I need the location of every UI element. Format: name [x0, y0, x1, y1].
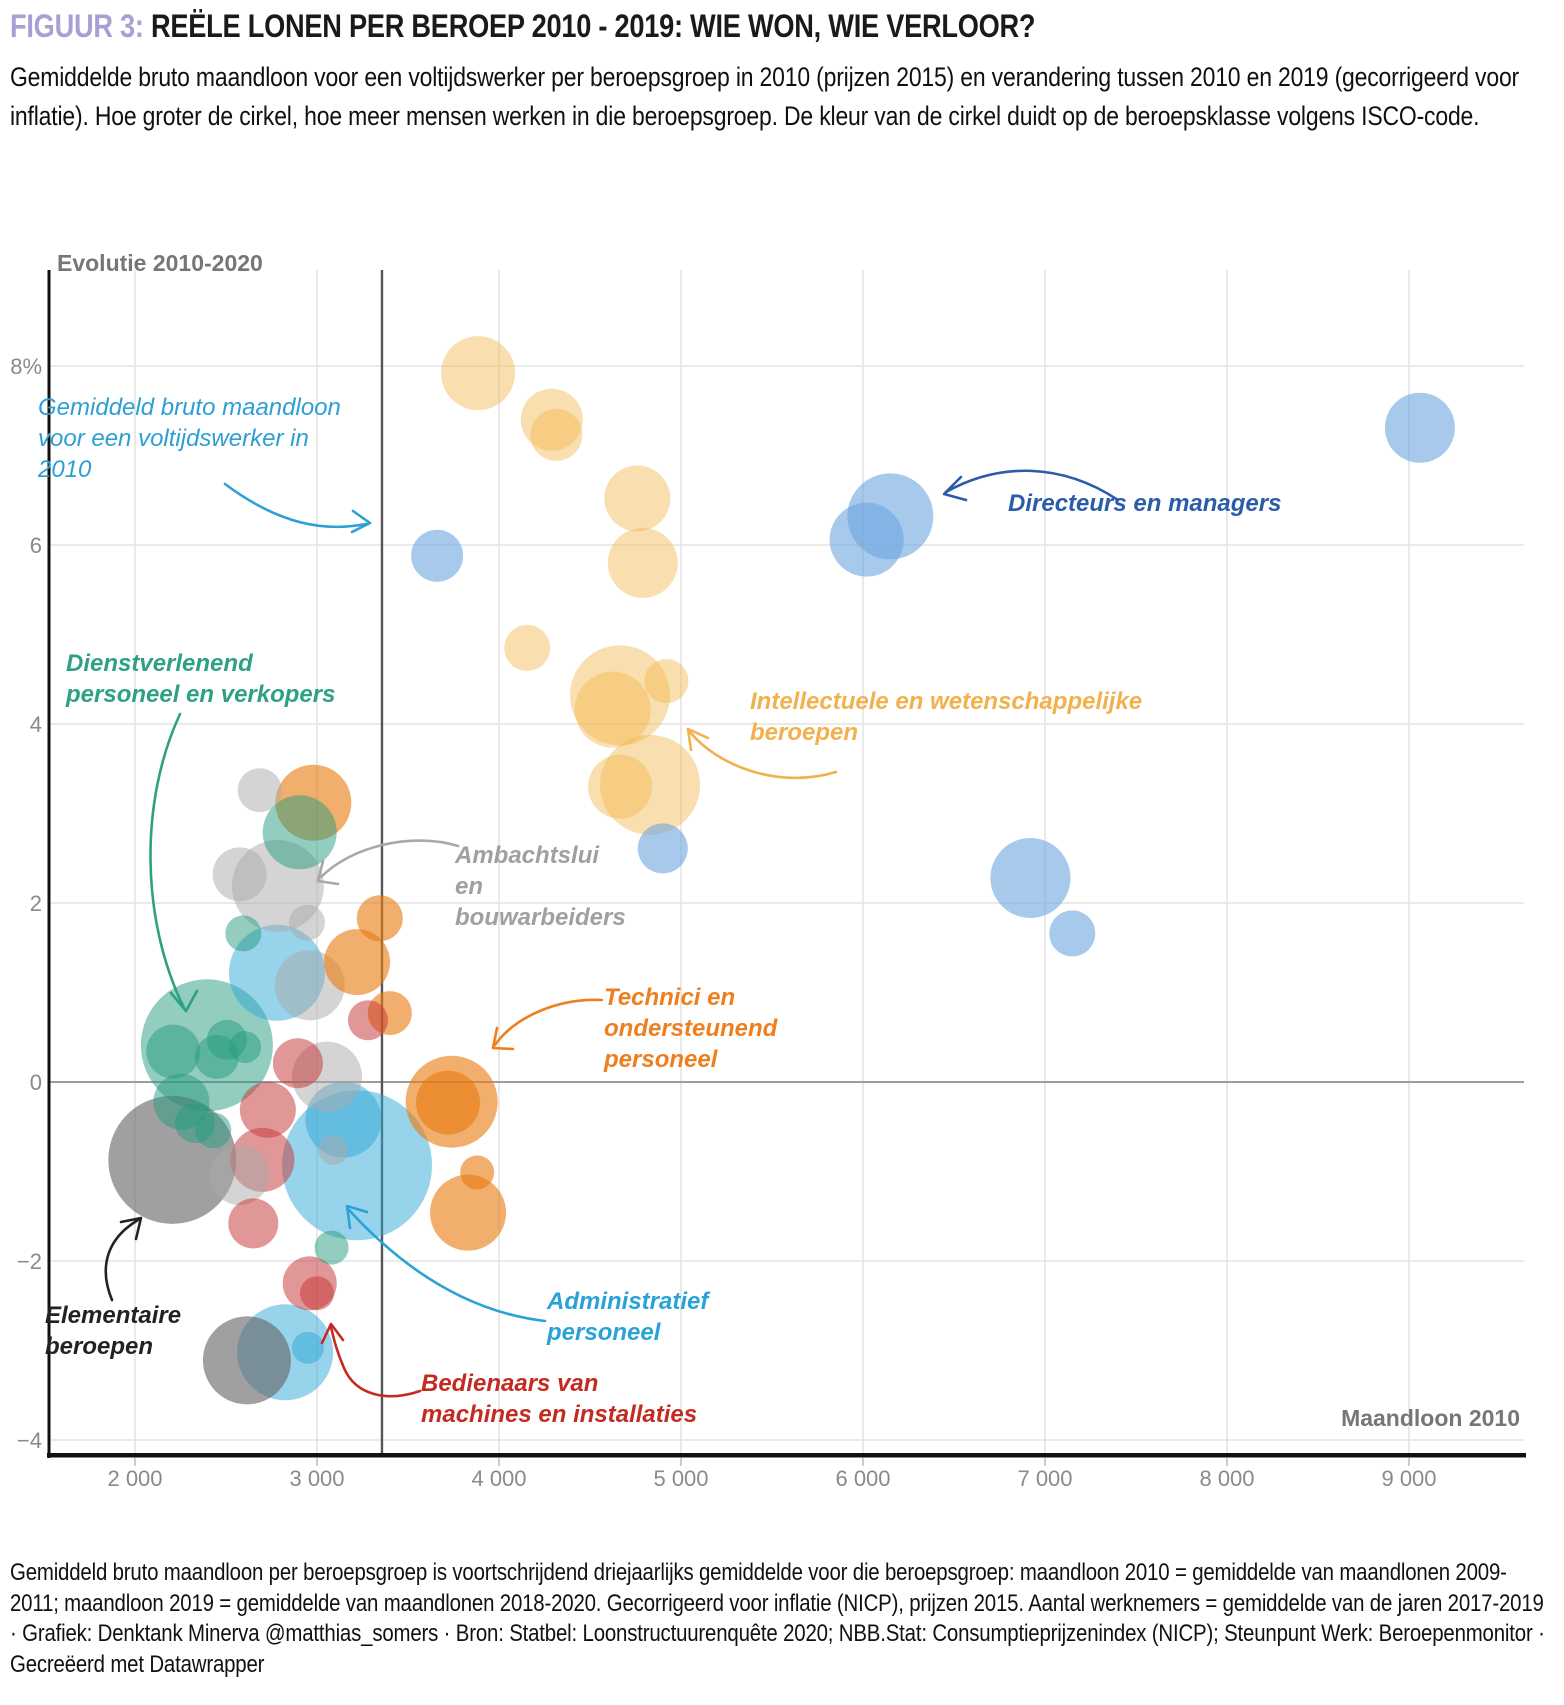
bubble-intellectuele-en-wetenschappelijke-beroepen[interactable]: [520, 388, 583, 451]
bubble-intellectuele-en-wetenschappelijke-beroepen[interactable]: [530, 408, 583, 461]
bubble-bedienaars-van-machines-en-installaties[interactable]: [239, 1081, 296, 1138]
x-tick-label: 9 000: [1381, 1466, 1437, 1491]
bedienaars-arrow: [329, 1325, 422, 1398]
ambachtslui-label: Ambachtslui en bouwarbeiders: [455, 842, 626, 931]
bubble-ambachtslui-en-bouwarbeiders[interactable]: [318, 1135, 349, 1166]
ambachtslui-arrow: [319, 839, 460, 879]
bubble-intellectuele-en-wetenschappelijke-beroepen[interactable]: [607, 527, 678, 598]
bubble-bedienaars-van-machines-en-installaties[interactable]: [228, 1198, 279, 1249]
bubble-intellectuele-en-wetenschappelijke-beroepen[interactable]: [588, 754, 653, 819]
bubble-dienstverlenend-personeel-en-verkopers[interactable]: [225, 915, 262, 952]
y-tick-label: 4: [29, 712, 42, 737]
bubble-directeurs-en-managers[interactable]: [1049, 910, 1096, 957]
bubble-ambachtslui-en-bouwarbeiders[interactable]: [237, 768, 282, 813]
x-tick-label: 6 000: [835, 1466, 891, 1491]
bubble-directeurs-en-managers[interactable]: [1384, 392, 1455, 463]
bubble-technici-en-ondersteunend-personeel[interactable]: [416, 1070, 481, 1135]
x-tick-label: 7 000: [1017, 1466, 1073, 1491]
dienstverlenend-label: Dienstverlenend personeel en verkopers: [66, 650, 336, 708]
x-tick-label: 2 000: [107, 1466, 163, 1491]
bubble-directeurs-en-managers[interactable]: [829, 502, 904, 577]
bubble-intellectuele-en-wetenschappelijke-beroepen[interactable]: [504, 624, 551, 671]
dienstverlenend-arrow-head: [169, 989, 199, 1013]
figure-subtitle: Gemiddelde bruto maandloon voor een volt…: [10, 62, 1520, 131]
bubble-ambachtslui-en-bouwarbeiders[interactable]: [288, 904, 325, 941]
avg-wage-arrow: [223, 482, 368, 529]
administratief-label: Administratief personeel: [547, 1288, 709, 1346]
elementaire-arrow: [104, 1218, 140, 1302]
bubble-directeurs-en-managers[interactable]: [990, 837, 1071, 918]
bubble-intellectuele-en-wetenschappelijke-beroepen[interactable]: [574, 671, 651, 748]
elementaire-label: Elementaire beroepen: [45, 1302, 182, 1360]
administratief-arrow-head: [345, 1204, 369, 1230]
figure-title-text: REËLE LONEN PER BEROEP 2010 - 2019: WIE …: [143, 8, 1036, 44]
y-tick-label: 8%: [10, 354, 42, 379]
figure-number: FIGUUR 3:: [10, 8, 144, 44]
bubble-bedienaars-van-machines-en-installaties[interactable]: [300, 1276, 334, 1311]
ambachtslui-arrow-head: [316, 859, 340, 886]
x-tick-label: 4 000: [471, 1466, 527, 1491]
intellectuele-arrow: [688, 730, 838, 780]
directeurs-arrow-head: [942, 475, 968, 502]
bubble-technici-en-ondersteunend-personeel[interactable]: [460, 1155, 495, 1190]
bubble-dienstverlenend-personeel-en-verkopers[interactable]: [229, 1031, 262, 1064]
bedienaars-label: Bedienaars van machines en installaties: [421, 1370, 698, 1428]
y-tick-label: −2: [16, 1249, 42, 1274]
avg-wage-note: Gemiddeld bruto maandloon voor een voltij…: [38, 394, 341, 483]
x-axis-line: [47, 1453, 1526, 1458]
bubble-technici-en-ondersteunend-personeel[interactable]: [430, 1174, 507, 1251]
bubble-intellectuele-en-wetenschappelijke-beroepen[interactable]: [644, 659, 689, 704]
bubble-intellectuele-en-wetenschappelijke-beroepen[interactable]: [570, 645, 671, 746]
figure-footnote: Gemiddeld bruto maandloon per beroepsgro…: [10, 1559, 1545, 1678]
x-axis-title: Maandloon 2010: [1341, 1405, 1520, 1431]
technici-arrow-head: [491, 1026, 515, 1051]
avg-wage-arrow-head: [350, 509, 372, 534]
bubble-bedienaars-van-machines-en-installaties[interactable]: [272, 1038, 323, 1089]
bubble-technici-en-ondersteunend-personeel[interactable]: [356, 895, 403, 942]
dienstverlenend-arrow: [149, 712, 186, 1010]
bubble-dienstverlenend-personeel-en-verkopers[interactable]: [314, 1230, 349, 1265]
bubble-administratief-personeel[interactable]: [291, 1331, 324, 1364]
bedienaars-arrow-head: [320, 1322, 345, 1345]
directeurs-arrow: [944, 469, 1120, 502]
bubble-directeurs-en-managers[interactable]: [637, 823, 688, 874]
bubble-directeurs-en-managers[interactable]: [411, 529, 464, 582]
intellectuele-label: Intellectuele en wetenschappelijke beroep…: [750, 688, 1143, 746]
bubble-bedienaars-van-machines-en-installaties[interactable]: [347, 1000, 388, 1041]
bubble-intellectuele-en-wetenschappelijke-beroepen[interactable]: [604, 465, 671, 532]
bubble-intellectuele-en-wetenschappelijke-beroepen[interactable]: [600, 734, 701, 835]
x-tick-label: 8 000: [1199, 1466, 1255, 1491]
y-tick-label: 6: [29, 533, 42, 558]
technici-arrow: [493, 998, 604, 1047]
y-tick-label: 2: [29, 891, 42, 916]
bubble-dienstverlenend-personeel-en-verkopers[interactable]: [195, 1112, 232, 1149]
bubble-ambachtslui-en-bouwarbeiders[interactable]: [209, 1145, 270, 1206]
bubble-ambachtslui-en-bouwarbeiders[interactable]: [212, 847, 267, 902]
bubble-elementaire-beroepen[interactable]: [202, 1316, 291, 1405]
elementaire-arrow-head: [119, 1216, 143, 1241]
bubble-intellectuele-en-wetenschappelijke-beroepen[interactable]: [441, 336, 516, 411]
intellectuele-arrow-head: [686, 727, 710, 752]
bubble-dienstverlenend-personeel-en-verkopers[interactable]: [262, 795, 337, 870]
y-axis-title: Evolutie 2010-2020: [57, 250, 263, 276]
x-tick-label: 3 000: [289, 1466, 345, 1491]
y-tick-label: 0: [29, 1070, 42, 1095]
bubble-dienstverlenend-personeel-en-verkopers[interactable]: [146, 1024, 201, 1079]
technici-label: Technici en ondersteunend personeel: [604, 984, 778, 1073]
figure-title: FIGUUR 3: REËLE LONEN PER BEROEP 2010 - …: [10, 8, 1557, 45]
administratief-arrow: [347, 1208, 547, 1323]
x-tick-label: 5 000: [653, 1466, 709, 1491]
y-tick-label: −4: [16, 1428, 42, 1453]
bubble-technici-en-ondersteunend-personeel[interactable]: [324, 929, 391, 996]
directeurs-label: Directeurs en managers: [1008, 490, 1282, 517]
